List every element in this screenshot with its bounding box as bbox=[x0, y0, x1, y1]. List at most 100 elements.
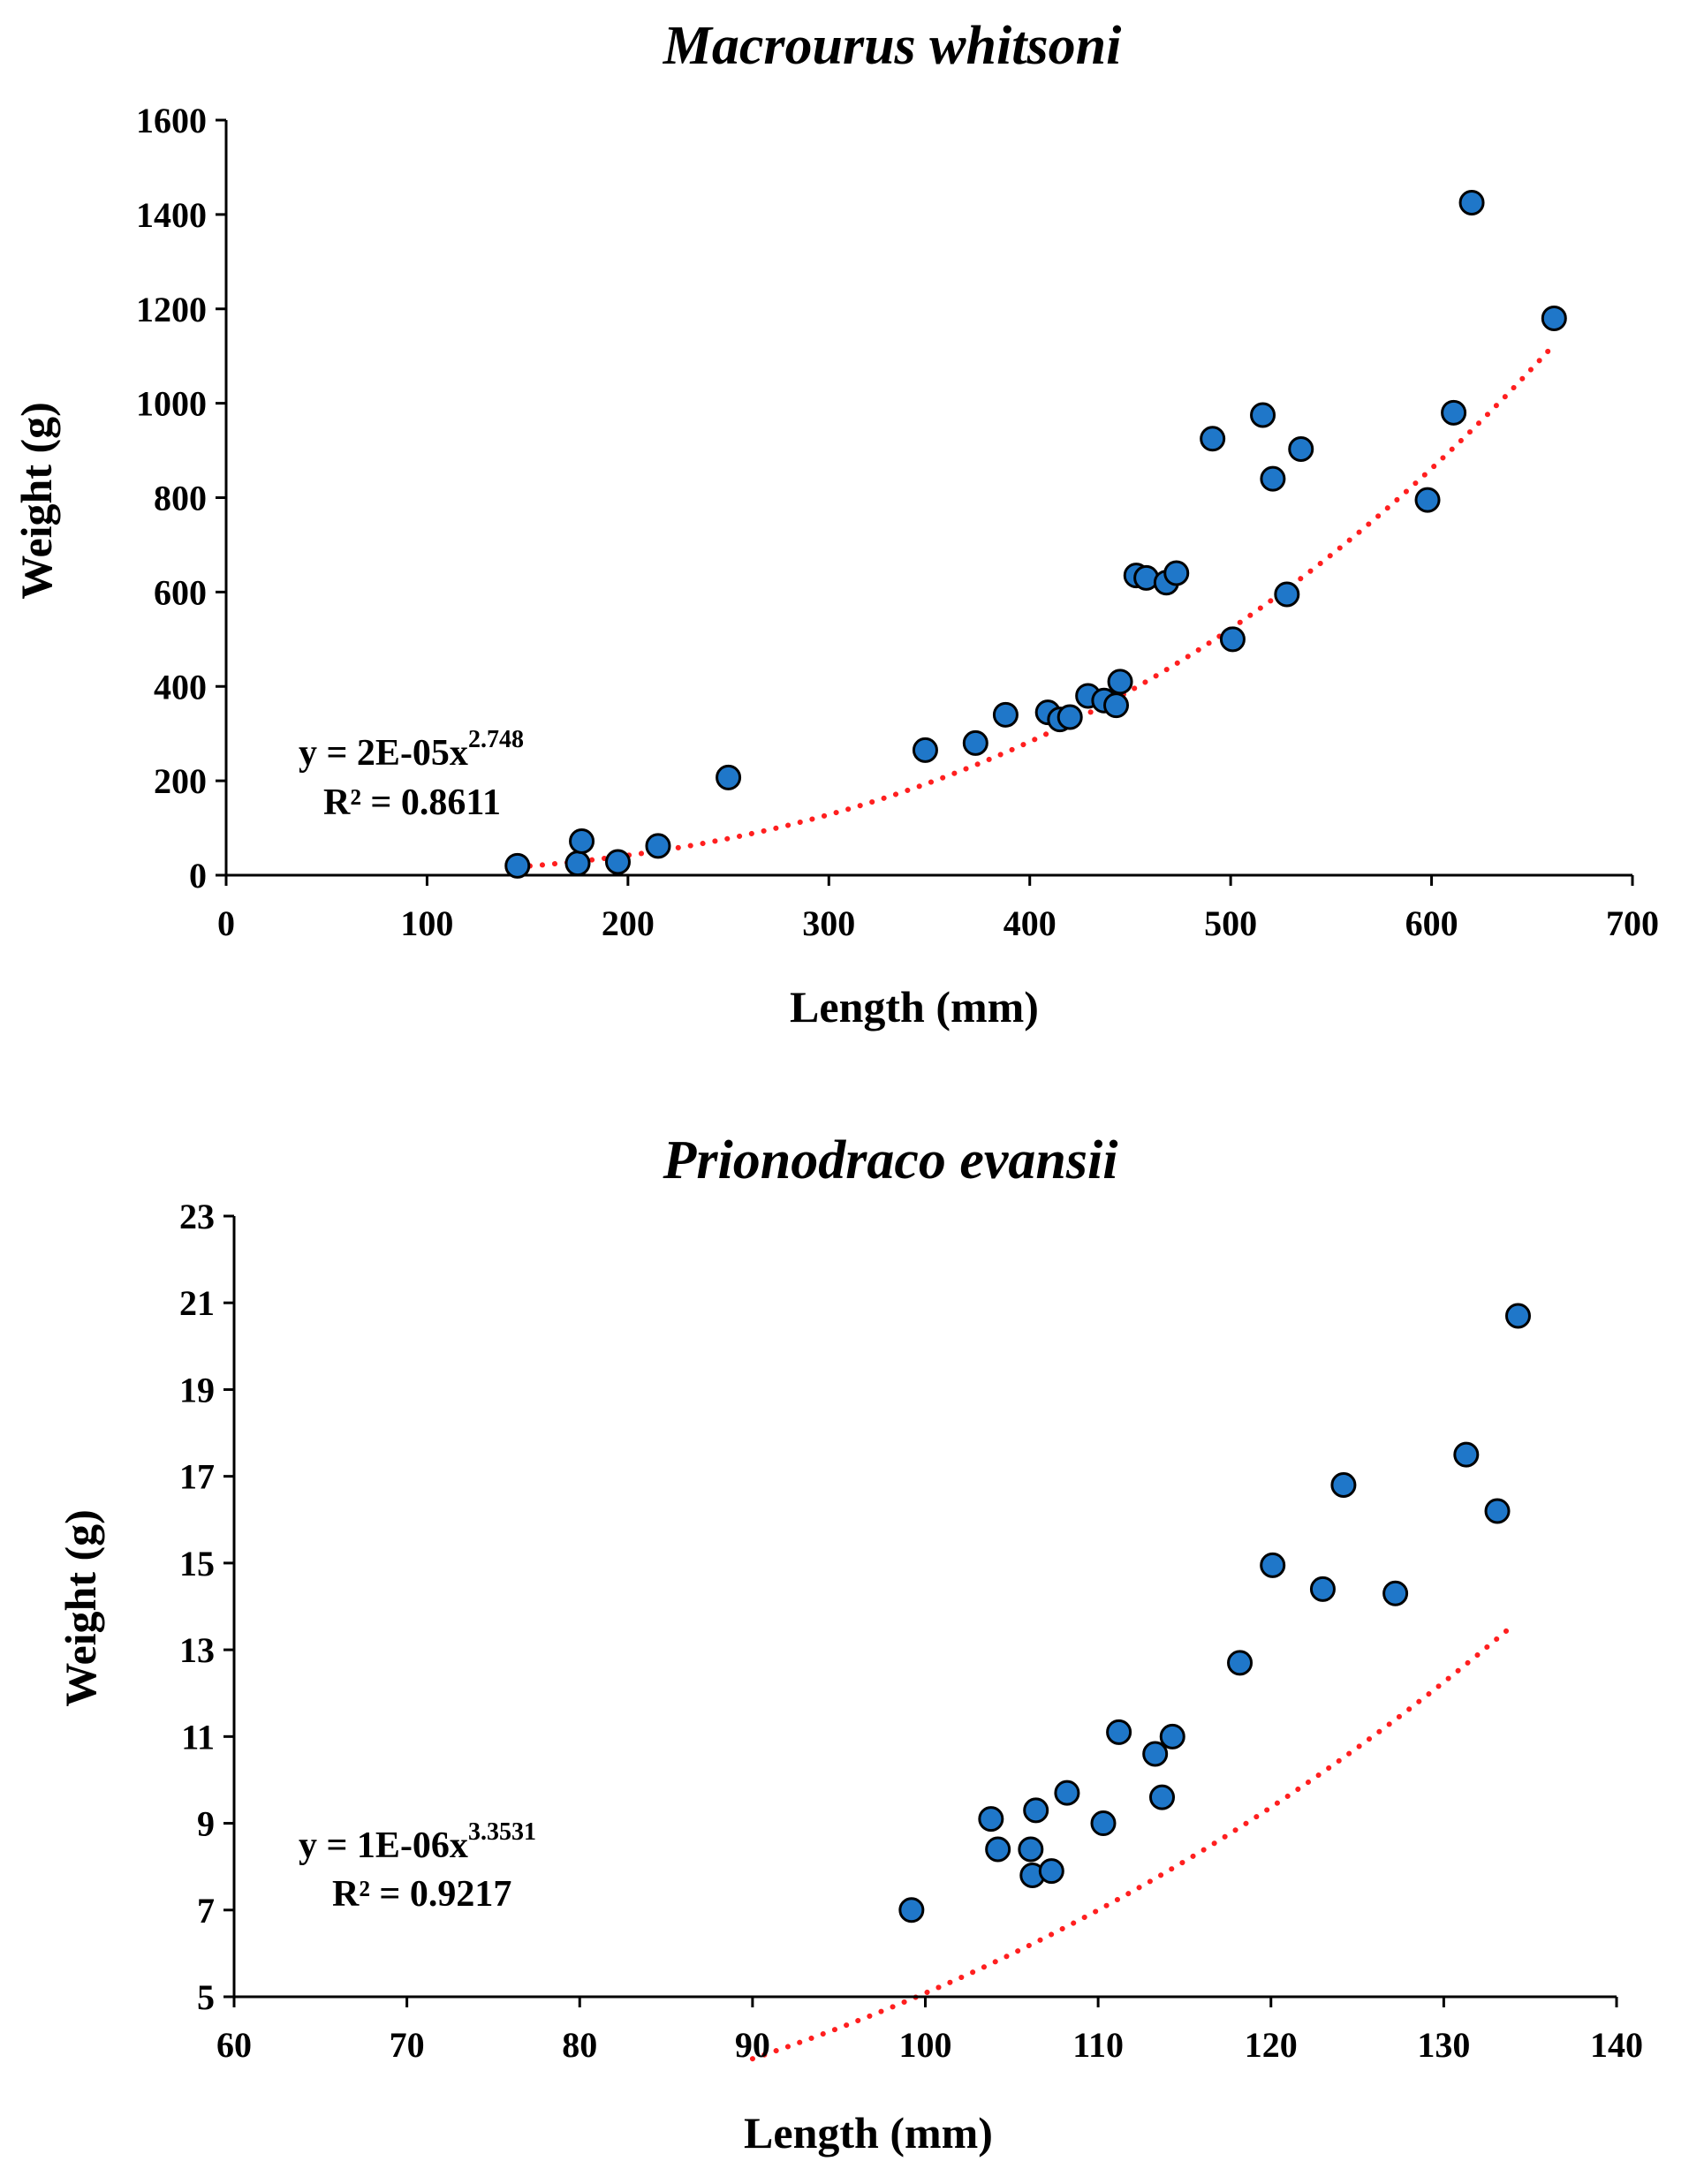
data-point bbox=[504, 852, 531, 879]
y-tick-label: 400 bbox=[154, 667, 207, 707]
y-tick-label: 19 bbox=[179, 1370, 215, 1409]
x-tick-label: 90 bbox=[735, 2025, 770, 2065]
y-axis-label: Weight (g) bbox=[11, 402, 61, 600]
data-point bbox=[1018, 1836, 1044, 1863]
data-point bbox=[1038, 1858, 1064, 1885]
data-point bbox=[1260, 1552, 1286, 1578]
trendline-layer bbox=[749, 1622, 1516, 2062]
data-point bbox=[1541, 305, 1567, 331]
y-tick-label: 5 bbox=[197, 1977, 215, 2017]
y-tick-label: 9 bbox=[197, 1804, 215, 1844]
x-tick-label: 60 bbox=[216, 2025, 252, 2065]
data-point bbox=[985, 1836, 1011, 1863]
x-tick-label: 500 bbox=[1204, 903, 1257, 943]
points-layer bbox=[504, 190, 1567, 879]
x-tick-label: 200 bbox=[602, 903, 655, 943]
trend-equation-main: y = 1E-06x bbox=[299, 1825, 468, 1866]
y-tick-label: 7 bbox=[197, 1891, 215, 1931]
chart-title: Macrourus whitsoni bbox=[663, 16, 1122, 76]
x-tick-label: 130 bbox=[1417, 2025, 1470, 2065]
y-tick-label: 13 bbox=[179, 1630, 215, 1670]
x-tick-label: 0 bbox=[217, 903, 235, 943]
y-tick-label: 23 bbox=[179, 1197, 215, 1236]
y-tick-label: 15 bbox=[179, 1544, 215, 1583]
data-point bbox=[604, 849, 631, 875]
y-tick-label: 0 bbox=[189, 856, 207, 896]
data-point bbox=[716, 764, 742, 790]
x-tick-label: 700 bbox=[1606, 903, 1659, 943]
data-point bbox=[912, 737, 938, 763]
data-point bbox=[1274, 581, 1300, 608]
x-tick-label: 600 bbox=[1405, 903, 1458, 943]
chart-title: Prionodraco evansii bbox=[663, 1130, 1118, 1190]
data-point bbox=[1103, 692, 1130, 719]
data-point bbox=[1414, 487, 1441, 513]
data-point bbox=[1441, 399, 1467, 426]
points-layer bbox=[898, 1303, 1531, 1923]
data-point bbox=[569, 828, 595, 855]
data-point bbox=[1227, 1650, 1253, 1676]
y-tick-label: 21 bbox=[179, 1283, 215, 1323]
x-tick-label: 70 bbox=[390, 2025, 425, 2065]
x-axis-label: Length (mm) bbox=[790, 982, 1039, 1032]
r-squared-label: R² = 0.8611 bbox=[323, 782, 501, 823]
y-tick-label: 17 bbox=[179, 1457, 215, 1497]
y-tick-label: 1400 bbox=[136, 195, 207, 235]
data-point bbox=[1090, 1810, 1117, 1837]
macrourus-chart: Macrourus whitsoni 020040060080010001200… bbox=[11, 16, 1659, 1032]
data-point bbox=[1054, 1780, 1080, 1806]
x-tick-label: 110 bbox=[1072, 2025, 1124, 2065]
data-point bbox=[1382, 1580, 1409, 1606]
trendline bbox=[514, 348, 1551, 870]
x-tick-label: 120 bbox=[1245, 2025, 1298, 2065]
y-axis-label: Weight (g) bbox=[56, 1509, 105, 1707]
data-point bbox=[645, 833, 671, 859]
y-tick-label: 11 bbox=[181, 1717, 215, 1757]
data-point bbox=[962, 729, 988, 756]
data-point bbox=[1453, 1441, 1480, 1468]
trendline-layer bbox=[514, 348, 1551, 870]
data-point bbox=[1330, 1471, 1357, 1498]
data-point bbox=[1163, 560, 1190, 586]
trendline bbox=[749, 1622, 1516, 2062]
x-axis-label: Length (mm) bbox=[744, 2108, 993, 2158]
x-tick-label: 300 bbox=[802, 903, 855, 943]
data-point bbox=[898, 1897, 925, 1923]
y-tick-label: 1000 bbox=[136, 384, 207, 424]
data-point bbox=[1200, 426, 1226, 452]
data-point bbox=[1023, 1797, 1049, 1824]
data-point bbox=[1458, 190, 1485, 216]
data-point bbox=[1159, 1723, 1185, 1749]
x-tick-label: 400 bbox=[1004, 903, 1057, 943]
data-point bbox=[564, 850, 591, 877]
data-point bbox=[1309, 1576, 1336, 1602]
trend-equation: y = 2E-05x2.748 bbox=[299, 726, 524, 774]
y-tick-label: 200 bbox=[154, 761, 207, 801]
x-tick-label: 140 bbox=[1590, 2025, 1643, 2065]
x-tick-label: 80 bbox=[562, 2025, 597, 2065]
y-tick-label: 1200 bbox=[136, 290, 207, 329]
data-point bbox=[1057, 704, 1083, 730]
axes-layer: 0 200 400 600 800 1000 1200 1400 1600 0 100 200 300 4… bbox=[136, 101, 1659, 943]
data-point bbox=[1107, 669, 1133, 695]
y-tick-label: 1600 bbox=[136, 101, 207, 140]
trend-equation-main: y = 2E-05x bbox=[299, 733, 468, 774]
trend-equation-exponent: 2.748 bbox=[468, 726, 524, 753]
y-tick-label: 600 bbox=[154, 572, 207, 612]
data-point bbox=[1250, 402, 1276, 428]
r-squared-label: R² = 0.9217 bbox=[332, 1874, 511, 1915]
data-point bbox=[1106, 1719, 1132, 1745]
y-tick-label: 800 bbox=[154, 479, 207, 518]
data-point bbox=[1484, 1498, 1511, 1524]
x-tick-label: 100 bbox=[400, 903, 453, 943]
trend-equation: y = 1E-06x3.3531 bbox=[299, 1818, 536, 1866]
prionodraco-chart: Prionodraco evansii 5 7 9 11 13 15 17 19 21 23 60 7… bbox=[56, 1130, 1643, 2158]
x-tick-label: 100 bbox=[899, 2025, 952, 2065]
data-point bbox=[1142, 1741, 1169, 1767]
trend-equation-exponent: 3.3531 bbox=[468, 1818, 536, 1846]
data-point bbox=[1260, 465, 1286, 492]
data-point bbox=[1504, 1303, 1531, 1329]
axes-layer: 5 7 9 11 13 15 17 19 21 23 60 70 80 90 100 110 120 130 140 bbox=[179, 1197, 1643, 2065]
data-point bbox=[992, 701, 1019, 728]
